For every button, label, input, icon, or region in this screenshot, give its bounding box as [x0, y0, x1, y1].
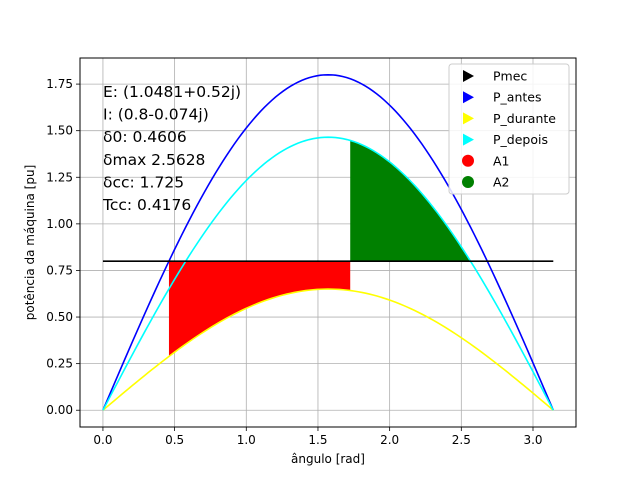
legend-marker-a1 — [462, 154, 474, 167]
x-tick-label: 2.0 — [380, 433, 399, 447]
area-a1 — [168, 261, 351, 357]
x-tick-label: 2.5 — [452, 433, 471, 447]
y-tick-label: 1.00 — [46, 217, 73, 231]
plot-frame — [79, 57, 577, 428]
annotation-text: Tcc: 0.4176 — [102, 196, 191, 214]
y-tick-label: 0.00 — [46, 403, 73, 417]
area-a2 — [350, 140, 471, 262]
series-line-p-depois — [102, 136, 554, 411]
legend-marker-p-antes — [463, 91, 474, 104]
legend-label-a1: A1 — [493, 153, 510, 168]
series-lines — [102, 73, 555, 411]
annotation-text: δ0: 0.4606 — [103, 128, 187, 146]
legend-marker-p-depois — [463, 133, 474, 146]
y-tick-label: 1.25 — [46, 170, 73, 184]
y-axis-label: potência da máquina [pu] — [23, 165, 37, 321]
legend-marker-a2 — [462, 176, 474, 188]
series-line-p-antes — [102, 73, 555, 411]
legend-label-p-depois: P_depois — [493, 132, 548, 147]
legend-box — [448, 63, 570, 195]
y-tick-label: 0.50 — [46, 310, 73, 324]
x-tick-label: 1.5 — [308, 433, 327, 447]
legend-label-pmec: Pmec — [493, 69, 527, 84]
x-tick-label: 1.0 — [237, 433, 256, 447]
y-tick-label: 1.75 — [46, 77, 73, 91]
legend-marker-p-durante — [463, 112, 474, 125]
annotations: E: (1.0481+0.52j) I: (0.8-0.074j) δ0: 0.46… — [102, 83, 241, 214]
legend: Pmec P_antes P_durante P_depois A1 A2 — [448, 63, 570, 195]
legend-label-p-antes: P_antes — [493, 90, 541, 105]
legend-label-p-durante: P_durante — [493, 111, 556, 126]
y-tick-label: 1.50 — [46, 124, 73, 138]
x-axis-label: ângulo [rad] — [291, 452, 365, 466]
legend-label-a2: A2 — [493, 175, 510, 190]
y-tick-label: 0.25 — [46, 357, 73, 371]
annotation-text: δcc: 1.725 — [103, 173, 184, 191]
annotation-text: I: (0.8-0.074j) — [103, 106, 209, 124]
x-tick-label: 0.5 — [165, 433, 184, 447]
x-tick-label: 0.0 — [93, 433, 112, 447]
y-tick-label: 0.75 — [46, 263, 73, 277]
annotation-text: E: (1.0481+0.52j) — [103, 83, 241, 101]
x-tick-label: 3.0 — [523, 433, 542, 447]
axis-ticks: 0.0 0.5 1.0 1.5 2.0 2.5 3.0 0.00 0.25 0.50 0.75 1.0… — [46, 77, 542, 447]
legend-marker-pmec — [463, 70, 474, 82]
annotation-text: δmax 2.5628 — [103, 151, 205, 169]
series-line-p-durante — [102, 288, 554, 411]
filled-areas — [168, 140, 471, 357]
